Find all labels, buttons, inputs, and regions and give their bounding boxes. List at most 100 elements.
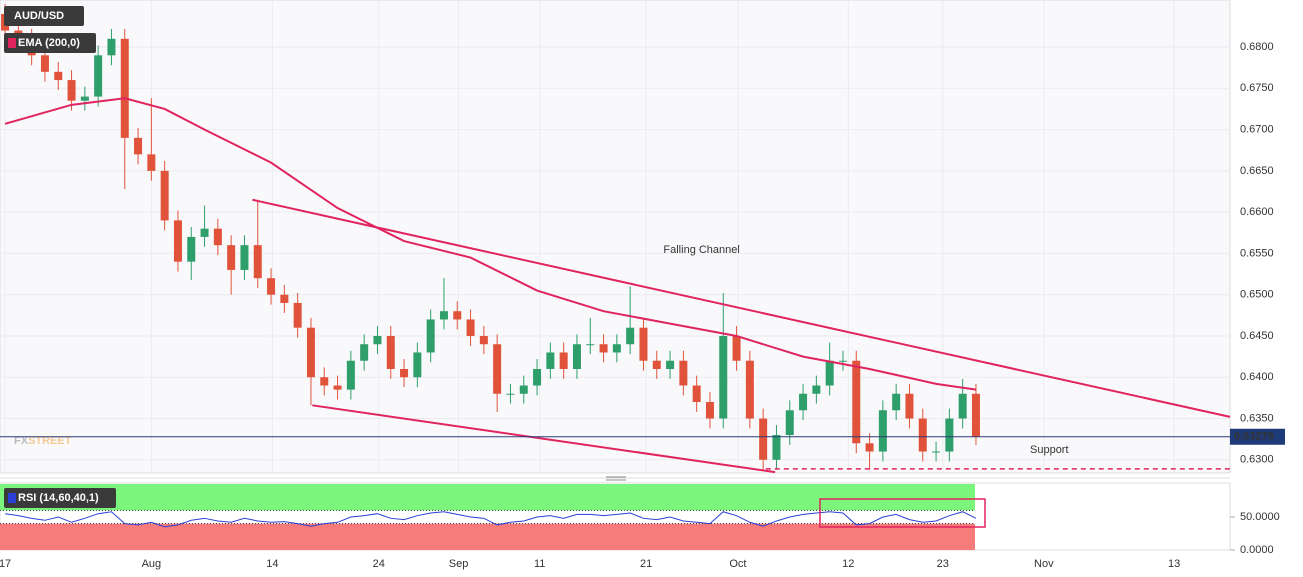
x-tick-label: 12 (842, 558, 854, 570)
x-tick-label: 23 (937, 558, 949, 570)
candle-body (293, 302, 302, 328)
candle-body (306, 327, 315, 378)
candle-body (227, 245, 236, 270)
candle-body (772, 435, 781, 460)
candle-body (466, 319, 475, 336)
candle-body (187, 236, 196, 262)
y-tick-label: 0.6300 (1240, 454, 1274, 466)
candle-body (666, 360, 675, 369)
upper-band (0, 484, 975, 511)
candle-body (892, 393, 901, 411)
candle-body (240, 245, 249, 270)
candle-body (838, 360, 847, 362)
x-tick-label: 11 (534, 558, 545, 570)
candle-body (719, 335, 728, 419)
rsi-tag-bg (4, 488, 116, 508)
candle-body (267, 278, 276, 295)
candle-body (479, 335, 488, 345)
candle-body (373, 335, 382, 345)
candle-body (213, 228, 222, 246)
layer: 0.6300 0.6350 0.6400 0.6450 0.6500 0.6550 0.66… (0, 0, 1285, 570)
candle-body (120, 38, 129, 138)
x-tick-label: Sep (449, 558, 469, 570)
rsi-line (4, 511, 977, 528)
candle-body (825, 360, 834, 386)
support-label: Support (1030, 444, 1069, 456)
y-tick-label: 0.6350 (1240, 412, 1274, 424)
candle-body (173, 220, 182, 262)
y-tick-label: 0.0000 (1240, 544, 1274, 556)
y-tick-label: 0.6750 (1240, 82, 1274, 94)
candle-body (945, 418, 954, 452)
candle-body (692, 385, 701, 403)
candle-body (280, 294, 289, 303)
candle-body (453, 311, 462, 320)
last-price-tag-bg (1230, 428, 1285, 445)
x-tick-label: 21 (640, 558, 652, 570)
candle-body (134, 137, 143, 155)
candle-body (865, 443, 874, 452)
ema-swatch (8, 38, 16, 48)
candle-body (147, 154, 156, 171)
x-tick-label: Aug (142, 558, 162, 570)
y-tick-label: 0.6650 (1240, 165, 1274, 177)
candle-body (107, 38, 116, 56)
annotation: Falling Channel (663, 244, 739, 256)
candle-body (958, 393, 967, 419)
candle-body (533, 368, 542, 386)
candle-body (200, 228, 209, 237)
candle-body (812, 385, 821, 394)
candle-body (320, 377, 329, 386)
ema-line (4, 97, 977, 391)
lower-band (0, 523, 975, 550)
candle-body (506, 393, 515, 395)
candle-body (932, 451, 941, 453)
x-tick-label: 17 (0, 558, 11, 570)
trendline (312, 404, 776, 474)
candle-body (799, 393, 808, 411)
y-tick-label: 0.6400 (1240, 371, 1274, 383)
x-tick-label: Oct (729, 558, 746, 570)
x-tick-label: 13 (1168, 558, 1180, 570)
candle-body (67, 80, 76, 101)
watermark-part: STREET (28, 435, 72, 447)
candle-body (852, 360, 861, 444)
ema-tag-bg (4, 33, 96, 53)
candle-body (878, 410, 887, 452)
candle-body (413, 352, 422, 378)
last-price-tag: 0.63279 (1234, 431, 1274, 443)
candle-body (785, 410, 794, 436)
candle-body (426, 319, 435, 353)
watermark: FXSTREET (14, 435, 72, 447)
price-panel (0, 0, 1231, 474)
x-tick-label: 24 (373, 558, 385, 570)
highlight-box (819, 498, 986, 528)
candle-body (333, 385, 342, 390)
y-tick-label: 0.6450 (1240, 330, 1274, 342)
candle-body (652, 360, 661, 369)
candle-body (572, 344, 581, 369)
candle-body (971, 393, 980, 437)
candle-body (346, 360, 355, 390)
candle-body (386, 335, 395, 369)
rsi-swatch (8, 493, 16, 503)
symbol-tag-bg (4, 6, 84, 26)
candle-body (759, 418, 768, 460)
candle-body (94, 55, 103, 97)
candle-body (626, 327, 635, 345)
y-tick-label: 0.6550 (1240, 247, 1274, 259)
candle-body (40, 55, 49, 72)
candle-body (559, 352, 568, 369)
candle-body (80, 96, 89, 101)
y-tick-label: 50.0000 (1240, 511, 1280, 523)
y-tick-label: 0.6500 (1240, 289, 1274, 301)
candle-body (253, 245, 262, 279)
resize-handle[interactable] (606, 476, 626, 481)
trendline (252, 198, 1231, 418)
candle-body (519, 385, 528, 394)
candle-body (54, 71, 63, 81)
candle-body (679, 360, 688, 386)
candle-body (905, 393, 914, 419)
symbol-tag: AUD/USD (14, 10, 64, 22)
